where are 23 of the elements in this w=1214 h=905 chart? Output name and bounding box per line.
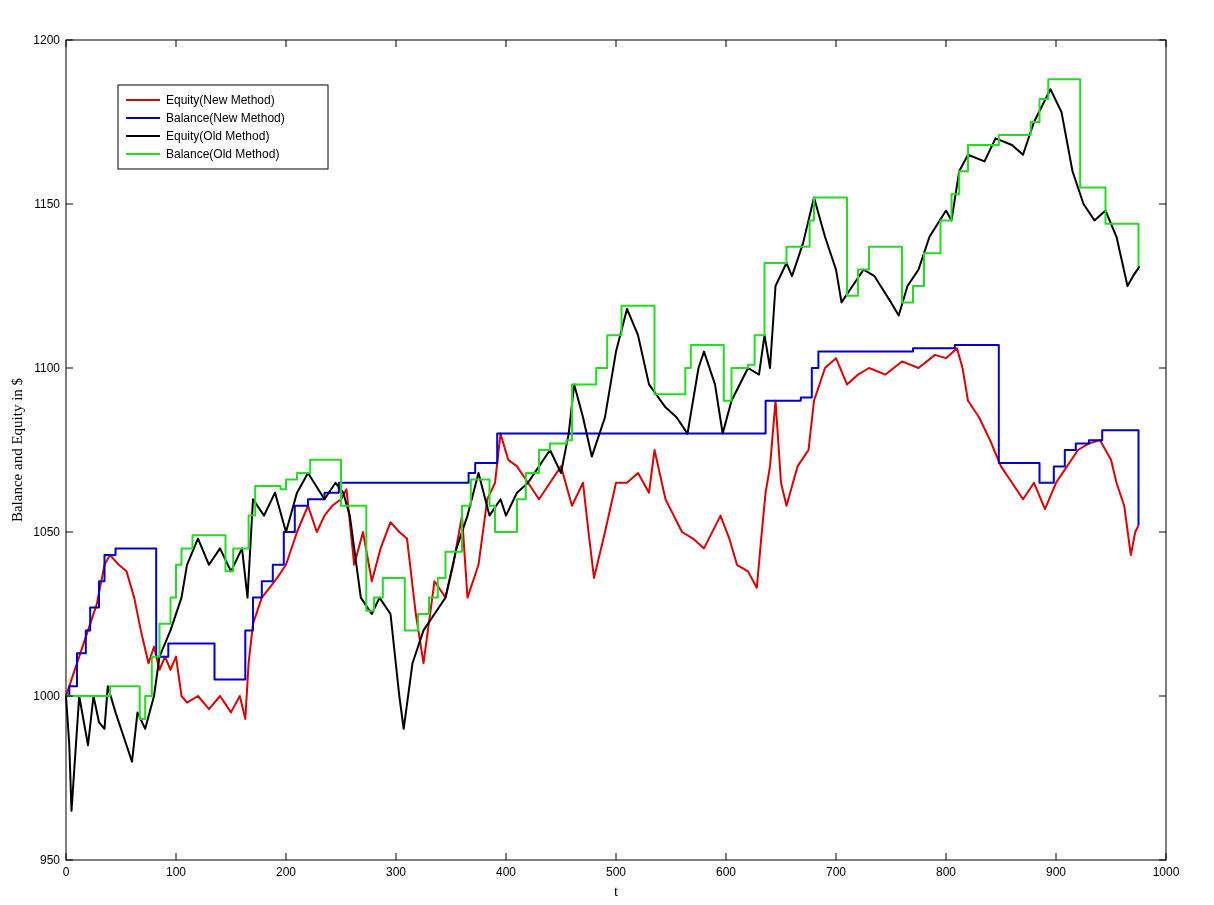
x-tick-label: 0 [62, 865, 70, 879]
x-tick-label: 1000 [1152, 865, 1180, 879]
x-tick-label: 700 [825, 865, 847, 879]
legend-label: Equity(Old Method) [166, 129, 270, 143]
y-tick-label: 1000 [33, 689, 61, 703]
x-tick-label: 800 [935, 865, 957, 879]
y-tick-label: 1200 [33, 33, 61, 47]
x-tick-label: 300 [385, 865, 407, 879]
x-axis-title: t [613, 883, 619, 899]
y-tick-label: 1100 [34, 361, 61, 375]
x-tick-label: 900 [1045, 865, 1067, 879]
y-tick-label: 950 [39, 853, 61, 867]
x-tick-label: 400 [495, 865, 517, 879]
x-tick-label: 500 [605, 865, 627, 879]
y-axis-title: Balance and Equity in $ [9, 377, 25, 523]
x-tick-label: 100 [165, 865, 187, 879]
x-tick-label: 200 [275, 865, 297, 879]
legend-label: Equity(New Method) [166, 93, 275, 107]
x-tick-label: 600 [715, 865, 737, 879]
legend-label: Balance(Old Method) [166, 147, 280, 161]
y-tick-label: 1050 [33, 525, 61, 539]
legend-label: Balance(New Method) [166, 111, 285, 125]
y-tick-label: 1150 [34, 197, 61, 211]
